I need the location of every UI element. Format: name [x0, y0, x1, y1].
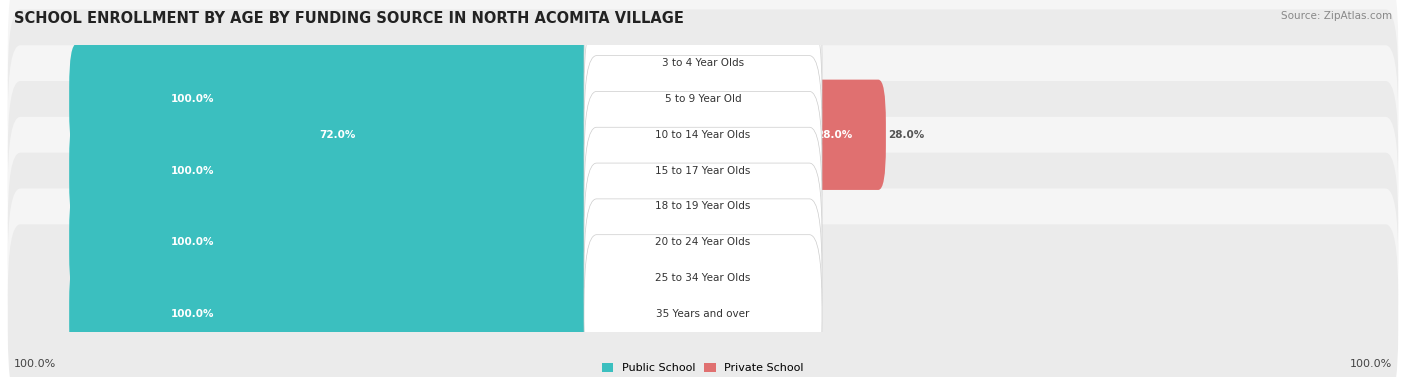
- FancyBboxPatch shape: [583, 235, 823, 377]
- Text: 0.0%: 0.0%: [756, 237, 785, 247]
- FancyBboxPatch shape: [652, 230, 709, 326]
- FancyBboxPatch shape: [583, 163, 823, 321]
- FancyBboxPatch shape: [697, 15, 754, 111]
- FancyBboxPatch shape: [583, 127, 823, 285]
- Text: 0.0%: 0.0%: [756, 166, 785, 176]
- FancyBboxPatch shape: [8, 45, 1398, 224]
- FancyBboxPatch shape: [8, 224, 1398, 377]
- Text: 3 to 4 Year Olds: 3 to 4 Year Olds: [662, 58, 744, 68]
- FancyBboxPatch shape: [69, 44, 710, 154]
- Text: 0.0%: 0.0%: [621, 273, 650, 283]
- Text: 0.0%: 0.0%: [621, 58, 650, 68]
- Text: 5 to 9 Year Old: 5 to 9 Year Old: [665, 94, 741, 104]
- Text: 100.0%: 100.0%: [170, 94, 214, 104]
- FancyBboxPatch shape: [8, 188, 1398, 368]
- FancyBboxPatch shape: [69, 187, 710, 297]
- Text: 100.0%: 100.0%: [14, 359, 56, 369]
- Text: SCHOOL ENROLLMENT BY AGE BY FUNDING SOURCE IN NORTH ACOMITA VILLAGE: SCHOOL ENROLLMENT BY AGE BY FUNDING SOUR…: [14, 11, 683, 26]
- Text: 10 to 14 Year Olds: 10 to 14 Year Olds: [655, 130, 751, 140]
- FancyBboxPatch shape: [583, 0, 823, 142]
- Text: 28.0%: 28.0%: [815, 130, 852, 140]
- FancyBboxPatch shape: [69, 115, 710, 226]
- Text: 25 to 34 Year Olds: 25 to 34 Year Olds: [655, 273, 751, 283]
- FancyBboxPatch shape: [8, 81, 1398, 260]
- Text: 0.0%: 0.0%: [756, 273, 785, 283]
- FancyBboxPatch shape: [69, 259, 710, 369]
- FancyBboxPatch shape: [583, 56, 823, 214]
- Text: 0.0%: 0.0%: [756, 94, 785, 104]
- Text: 28.0%: 28.0%: [887, 130, 924, 140]
- Text: 35 Years and over: 35 Years and over: [657, 309, 749, 319]
- Text: 20 to 24 Year Olds: 20 to 24 Year Olds: [655, 237, 751, 247]
- Text: 0.0%: 0.0%: [621, 201, 650, 211]
- Text: 0.0%: 0.0%: [756, 58, 785, 68]
- Text: Source: ZipAtlas.com: Source: ZipAtlas.com: [1281, 11, 1392, 21]
- FancyBboxPatch shape: [697, 123, 754, 219]
- Text: 100.0%: 100.0%: [1350, 359, 1392, 369]
- FancyBboxPatch shape: [652, 15, 709, 111]
- FancyBboxPatch shape: [8, 9, 1398, 188]
- FancyBboxPatch shape: [696, 80, 886, 190]
- FancyBboxPatch shape: [697, 194, 754, 290]
- Text: 100.0%: 100.0%: [170, 166, 214, 176]
- Text: 15 to 17 Year Olds: 15 to 17 Year Olds: [655, 166, 751, 176]
- FancyBboxPatch shape: [8, 117, 1398, 296]
- FancyBboxPatch shape: [697, 51, 754, 147]
- FancyBboxPatch shape: [8, 0, 1398, 153]
- Text: 0.0%: 0.0%: [756, 201, 785, 211]
- Text: 72.0%: 72.0%: [319, 130, 356, 140]
- Text: 100.0%: 100.0%: [170, 309, 214, 319]
- FancyBboxPatch shape: [583, 199, 823, 357]
- Text: 0.0%: 0.0%: [756, 309, 785, 319]
- FancyBboxPatch shape: [697, 266, 754, 362]
- FancyBboxPatch shape: [8, 153, 1398, 332]
- FancyBboxPatch shape: [697, 230, 754, 326]
- Text: 18 to 19 Year Olds: 18 to 19 Year Olds: [655, 201, 751, 211]
- FancyBboxPatch shape: [652, 158, 709, 254]
- FancyBboxPatch shape: [583, 92, 823, 250]
- Text: 100.0%: 100.0%: [170, 237, 214, 247]
- FancyBboxPatch shape: [697, 158, 754, 254]
- Legend: Public School, Private School: Public School, Private School: [598, 359, 808, 377]
- FancyBboxPatch shape: [245, 80, 710, 190]
- FancyBboxPatch shape: [583, 20, 823, 178]
